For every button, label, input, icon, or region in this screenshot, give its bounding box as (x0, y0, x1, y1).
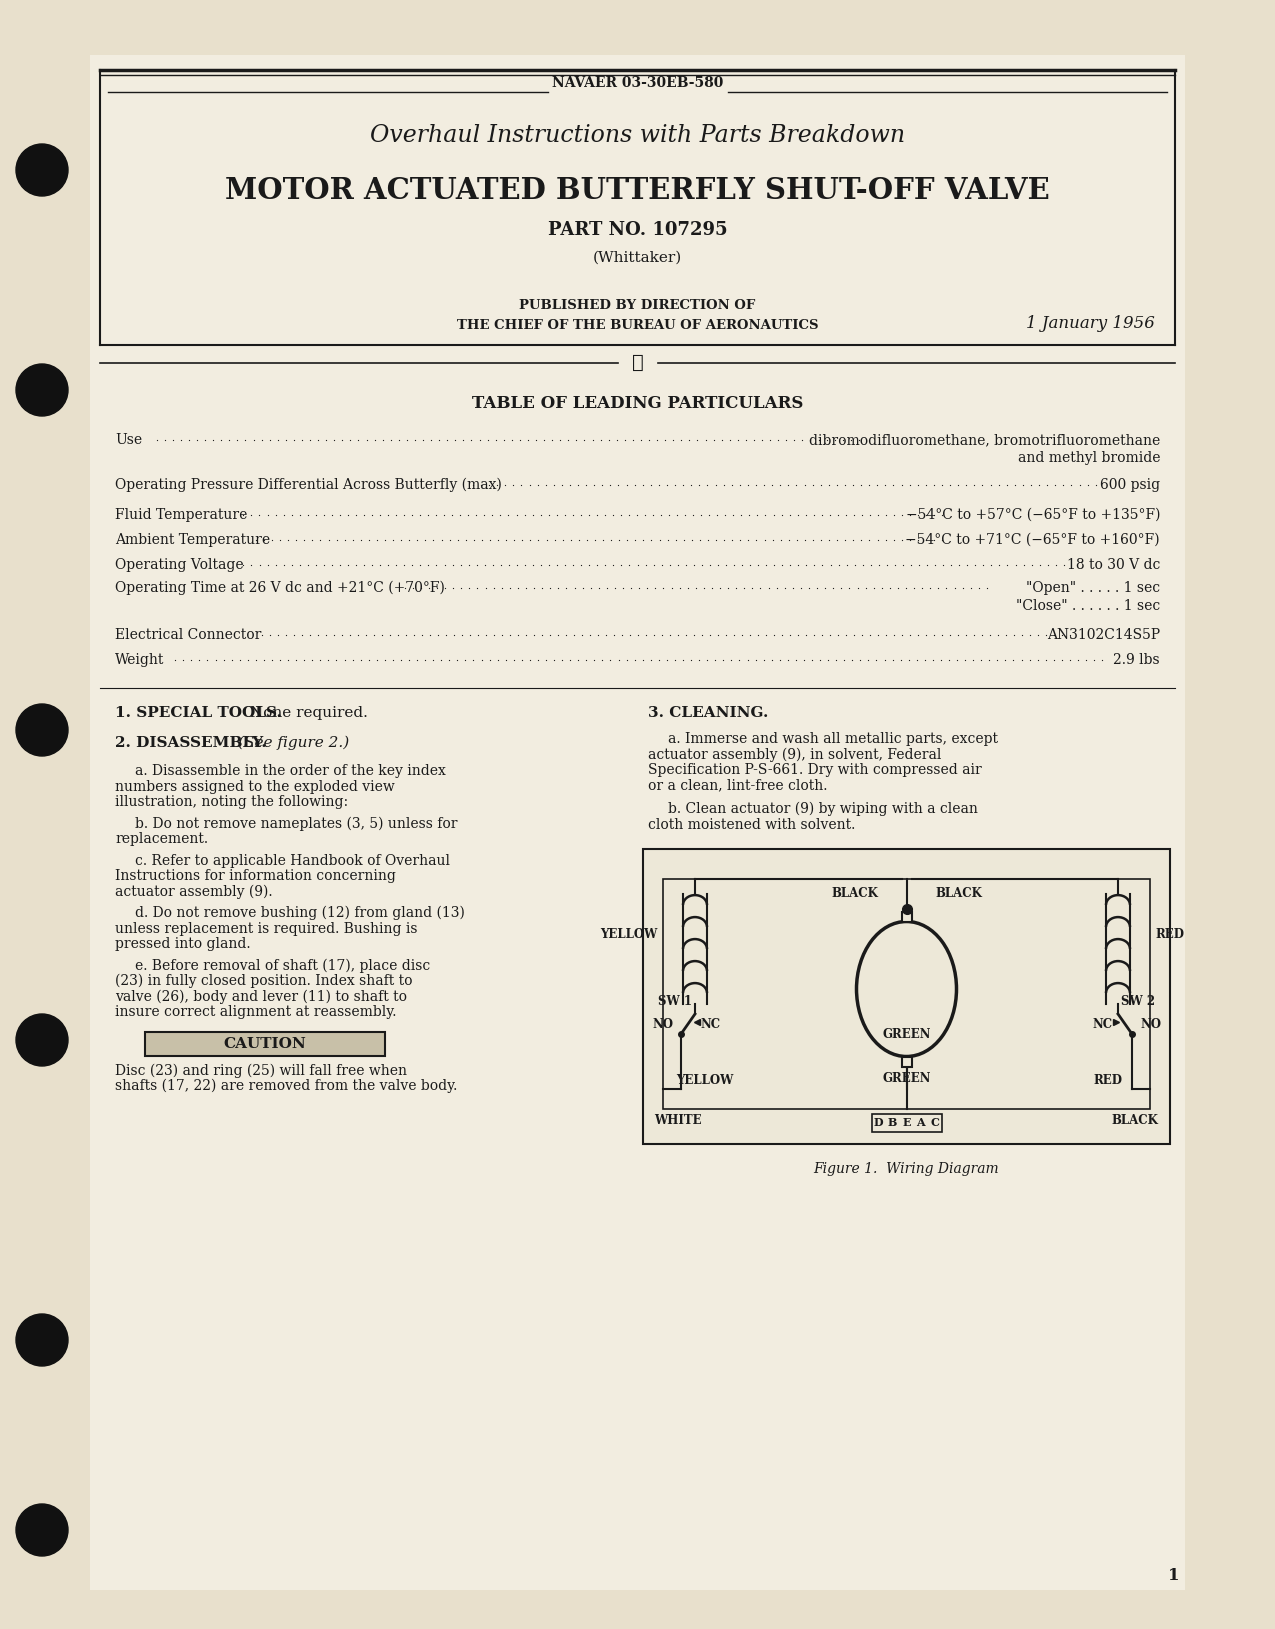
Text: NO: NO (1140, 1018, 1162, 1031)
Text: 1. SPECIAL TOOLS.: 1. SPECIAL TOOLS. (115, 705, 282, 720)
Text: GREEN: GREEN (882, 1028, 931, 1041)
Text: A: A (917, 1117, 924, 1129)
Text: 600 psig: 600 psig (1100, 477, 1160, 492)
Text: −54°C to +57°C (−65°F to +135°F): −54°C to +57°C (−65°F to +135°F) (905, 508, 1160, 521)
Bar (91, 55, 1184, 1590)
Text: E: E (903, 1117, 910, 1129)
Text: and methyl bromide: and methyl bromide (1017, 451, 1160, 464)
Text: RED: RED (1094, 1075, 1122, 1088)
Text: BLACK: BLACK (1112, 1114, 1159, 1127)
Text: ★: ★ (631, 353, 644, 371)
Text: Figure 1.  Wiring Diagram: Figure 1. Wiring Diagram (813, 1161, 1000, 1176)
Text: Use: Use (115, 433, 142, 446)
Text: Fluid Temperature: Fluid Temperature (115, 508, 247, 521)
Text: a. Immerse and wash all metallic parts, except: a. Immerse and wash all metallic parts, … (668, 731, 998, 746)
Text: 2.9 lbs: 2.9 lbs (1113, 653, 1160, 666)
Text: insure correct alignment at reassembly.: insure correct alignment at reassembly. (115, 1005, 397, 1020)
Bar (643, 849, 1170, 1144)
Text: AN3102C14S5P: AN3102C14S5P (1047, 629, 1160, 642)
Ellipse shape (857, 922, 956, 1057)
Bar (872, 1114, 941, 1132)
Text: unless replacement is required. Bushing is: unless replacement is required. Bushing … (115, 922, 417, 935)
Text: 2. DISASSEMBLY.: 2. DISASSEMBLY. (115, 736, 266, 749)
Text: Electrical Connector: Electrical Connector (115, 629, 261, 642)
Text: NAVAER 03-30EB-580: NAVAER 03-30EB-580 (552, 77, 723, 90)
Text: SW 2: SW 2 (1121, 994, 1155, 1007)
Text: None required.: None required. (250, 705, 368, 720)
Text: Specification P-S-661. Dry with compressed air: Specification P-S-661. Dry with compress… (648, 762, 982, 777)
Text: Operating Pressure Differential Across Butterfly (max): Operating Pressure Differential Across B… (115, 477, 502, 492)
Circle shape (17, 1504, 68, 1556)
Text: GREEN: GREEN (882, 1072, 931, 1085)
Text: c. Refer to applicable Handbook of Overhaul: c. Refer to applicable Handbook of Overh… (135, 854, 450, 868)
Text: THE CHIEF OF THE BUREAU OF AERONAUTICS: THE CHIEF OF THE BUREAU OF AERONAUTICS (456, 319, 819, 331)
Text: Ambient Temperature: Ambient Temperature (115, 533, 270, 547)
Text: d. Do not remove bushing (12) from gland (13): d. Do not remove bushing (12) from gland… (135, 906, 465, 920)
Text: BLACK: BLACK (935, 886, 982, 899)
Text: NO: NO (652, 1018, 673, 1031)
Text: WHITE: WHITE (654, 1114, 701, 1127)
Text: Operating Voltage: Operating Voltage (115, 559, 244, 572)
Text: −54°C to +71°C (−65°F to +160°F): −54°C to +71°C (−65°F to +160°F) (905, 533, 1160, 547)
Text: (See figure 2.): (See figure 2.) (238, 736, 349, 751)
Text: D: D (873, 1117, 884, 1129)
Text: e. Before removal of shaft (17), place disc: e. Before removal of shaft (17), place d… (135, 958, 430, 973)
Text: "Open" . . . . . 1 sec: "Open" . . . . . 1 sec (1026, 582, 1160, 595)
Text: BLACK: BLACK (831, 886, 878, 899)
Text: or a clean, lint-free cloth.: or a clean, lint-free cloth. (648, 779, 827, 792)
Text: Operating Time at 26 V dc and +21°C (+70°F): Operating Time at 26 V dc and +21°C (+70… (115, 582, 445, 595)
Bar (663, 880, 1150, 1109)
Text: B: B (887, 1117, 898, 1129)
Text: a. Disassemble in the order of the key index: a. Disassemble in the order of the key i… (135, 764, 446, 779)
Bar (145, 1031, 385, 1056)
Circle shape (17, 704, 68, 756)
Text: shafts (17, 22) are removed from the valve body.: shafts (17, 22) are removed from the val… (115, 1078, 458, 1093)
Circle shape (17, 363, 68, 415)
Text: dibromodifluoromethane, bromotrifluoromethane: dibromodifluoromethane, bromotrifluorome… (808, 433, 1160, 446)
Text: RED: RED (1155, 927, 1184, 940)
Text: C: C (929, 1117, 938, 1129)
Circle shape (17, 1315, 68, 1367)
Text: Overhaul Instructions with Parts Breakdown: Overhaul Instructions with Parts Breakdo… (370, 124, 905, 147)
Text: YELLOW: YELLOW (676, 1075, 733, 1088)
Text: 1: 1 (1168, 1567, 1179, 1583)
Text: actuator assembly (9).: actuator assembly (9). (115, 885, 273, 899)
Text: valve (26), body and lever (11) to shaft to: valve (26), body and lever (11) to shaft… (115, 989, 407, 1003)
Text: cloth moistened with solvent.: cloth moistened with solvent. (648, 818, 856, 831)
Text: 3. CLEANING.: 3. CLEANING. (648, 705, 769, 720)
Text: numbers assigned to the exploded view: numbers assigned to the exploded view (115, 780, 395, 793)
Circle shape (17, 143, 68, 195)
Text: actuator assembly (9), in solvent, Federal: actuator assembly (9), in solvent, Feder… (648, 748, 941, 762)
Text: 1 January 1956: 1 January 1956 (1026, 314, 1155, 331)
Text: PART NO. 107295: PART NO. 107295 (548, 222, 727, 239)
Bar (901, 1057, 912, 1067)
Text: replacement.: replacement. (115, 832, 208, 845)
Text: TABLE OF LEADING PARTICULARS: TABLE OF LEADING PARTICULARS (472, 394, 803, 412)
Text: (Whittaker): (Whittaker) (593, 251, 682, 266)
Bar (901, 912, 912, 922)
Text: YELLOW: YELLOW (601, 927, 658, 940)
Text: MOTOR ACTUATED BUTTERFLY SHUT-OFF VALVE: MOTOR ACTUATED BUTTERFLY SHUT-OFF VALVE (226, 176, 1049, 205)
Text: Instructions for information concerning: Instructions for information concerning (115, 868, 395, 883)
Text: illustration, noting the following:: illustration, noting the following: (115, 795, 348, 810)
Text: CAUTION: CAUTION (223, 1036, 306, 1051)
Text: (23) in fully closed position. Index shaft to: (23) in fully closed position. Index sha… (115, 974, 413, 989)
Text: PUBLISHED BY DIRECTION OF: PUBLISHED BY DIRECTION OF (519, 298, 756, 311)
Text: Weight: Weight (115, 653, 164, 666)
Text: b. Clean actuator (9) by wiping with a clean: b. Clean actuator (9) by wiping with a c… (668, 801, 978, 816)
Text: "Close" . . . . . . 1 sec: "Close" . . . . . . 1 sec (1016, 599, 1160, 613)
Text: NC: NC (1093, 1018, 1113, 1031)
Text: 18 to 30 V dc: 18 to 30 V dc (1067, 559, 1160, 572)
Text: SW 1: SW 1 (658, 994, 692, 1007)
Text: Disc (23) and ring (25) will fall free when: Disc (23) and ring (25) will fall free w… (115, 1064, 407, 1078)
Circle shape (17, 1013, 68, 1065)
Text: b. Do not remove nameplates (3, 5) unless for: b. Do not remove nameplates (3, 5) unles… (135, 816, 458, 831)
Text: pressed into gland.: pressed into gland. (115, 937, 251, 951)
Text: NC: NC (700, 1018, 720, 1031)
